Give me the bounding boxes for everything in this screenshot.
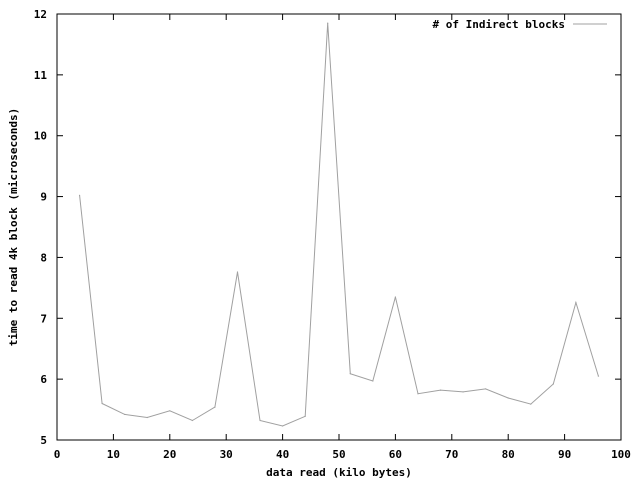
- data-point: [530, 403, 532, 405]
- series-line: [79, 23, 599, 427]
- x-tick-label: 70: [445, 448, 458, 461]
- data-point: [372, 380, 374, 382]
- x-tick-label: 60: [389, 448, 402, 461]
- plot-frame: [56, 13, 622, 441]
- data-point: [124, 413, 126, 416]
- data-point: [462, 391, 464, 393]
- data-point: [485, 388, 487, 390]
- x-tick-label: 40: [276, 448, 289, 461]
- x-tick-label: 10: [107, 448, 120, 461]
- y-axis-ticks: 5 6 7 8 9 10 11 12: [34, 8, 621, 447]
- x-tick-label: 80: [502, 448, 515, 461]
- data-point: [282, 425, 284, 427]
- data-point: [169, 410, 171, 412]
- x-tick-label: 50: [332, 448, 345, 461]
- data-point: [575, 301, 577, 304]
- x-axis-label: data read (kilo bytes): [266, 466, 412, 479]
- x-tick-label: 0: [54, 448, 61, 461]
- legend-label: # of Indirect blocks: [433, 18, 565, 31]
- data-point: [101, 402, 103, 405]
- y-tick-label: 10: [34, 130, 47, 143]
- data-point: [552, 383, 554, 385]
- y-tick-label: 6: [40, 373, 47, 386]
- y-tick-label: 5: [40, 434, 47, 447]
- legend: # of Indirect blocks: [433, 18, 607, 31]
- x-axis-ticks: 0 10 20 30 40 50 60 70 80 90 100: [54, 14, 631, 461]
- data-point: [327, 22, 329, 24]
- data-point: [439, 389, 442, 391]
- data-point: [394, 296, 396, 298]
- y-tick-label: 8: [40, 251, 47, 264]
- data-point: [214, 406, 216, 408]
- x-tick-label: 100: [611, 448, 631, 461]
- x-tick-label: 20: [163, 448, 176, 461]
- data-point: [191, 419, 193, 422]
- y-tick-label: 7: [40, 312, 47, 325]
- data-point: [259, 419, 261, 422]
- data-point: [349, 373, 351, 375]
- data-point: [304, 415, 306, 417]
- x-tick-label: 30: [220, 448, 233, 461]
- y-axis-label: time to read 4k block (microseconds): [7, 108, 20, 346]
- data-point: [507, 397, 509, 399]
- x-tick-label: 90: [558, 448, 571, 461]
- data-point: [146, 416, 148, 419]
- y-tick-label: 11: [34, 69, 48, 82]
- data-point: [78, 194, 81, 196]
- y-tick-label: 12: [34, 8, 47, 21]
- y-tick-label: 9: [40, 191, 47, 204]
- series-layer: [78, 22, 600, 427]
- data-point: [236, 271, 239, 273]
- data-point: [597, 375, 600, 377]
- data-point: [417, 393, 419, 395]
